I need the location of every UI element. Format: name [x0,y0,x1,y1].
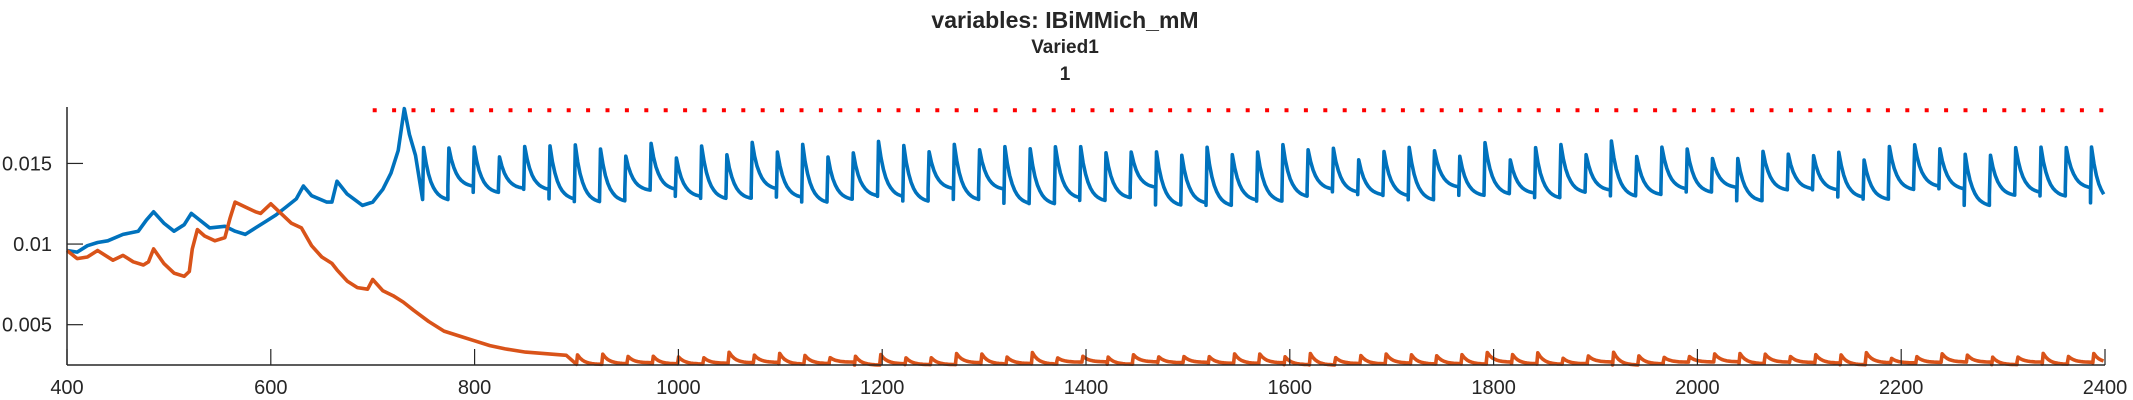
y-tick-label: 0.015 [2,153,52,175]
x-tick-label: 1000 [656,377,701,399]
axes: 400 600 800 1000 1200 1400 1600 1800 2000 2200 240… [2,107,2127,399]
y-tick-label: 0.005 [2,315,52,337]
x-tick-label: 1800 [1471,377,1516,399]
y-tick-label: 0.01 [13,234,52,256]
x-tick-label: 1400 [1064,377,1109,399]
series-line-1 [66,106,2106,254]
chart-title-line-3: 1 [1060,64,1071,85]
x-tick-label: 400 [50,377,83,399]
series-line-2 [65,200,2105,367]
x-tick-label: 2200 [1879,377,1924,399]
x-tick-label: 1600 [1268,377,1313,399]
chart-title-line-2: Varied1 [1031,37,1099,58]
x-tick-label: 800 [458,377,491,399]
x-tick-label: 1200 [860,377,905,399]
plot-lines [65,106,2106,367]
chart-title-line-1: variables: IBiMMich_mM [931,7,1198,33]
x-tick-label: 2000 [1675,377,1720,399]
x-tick-label: 2400 [2083,377,2128,399]
x-tick-label: 600 [254,377,287,399]
